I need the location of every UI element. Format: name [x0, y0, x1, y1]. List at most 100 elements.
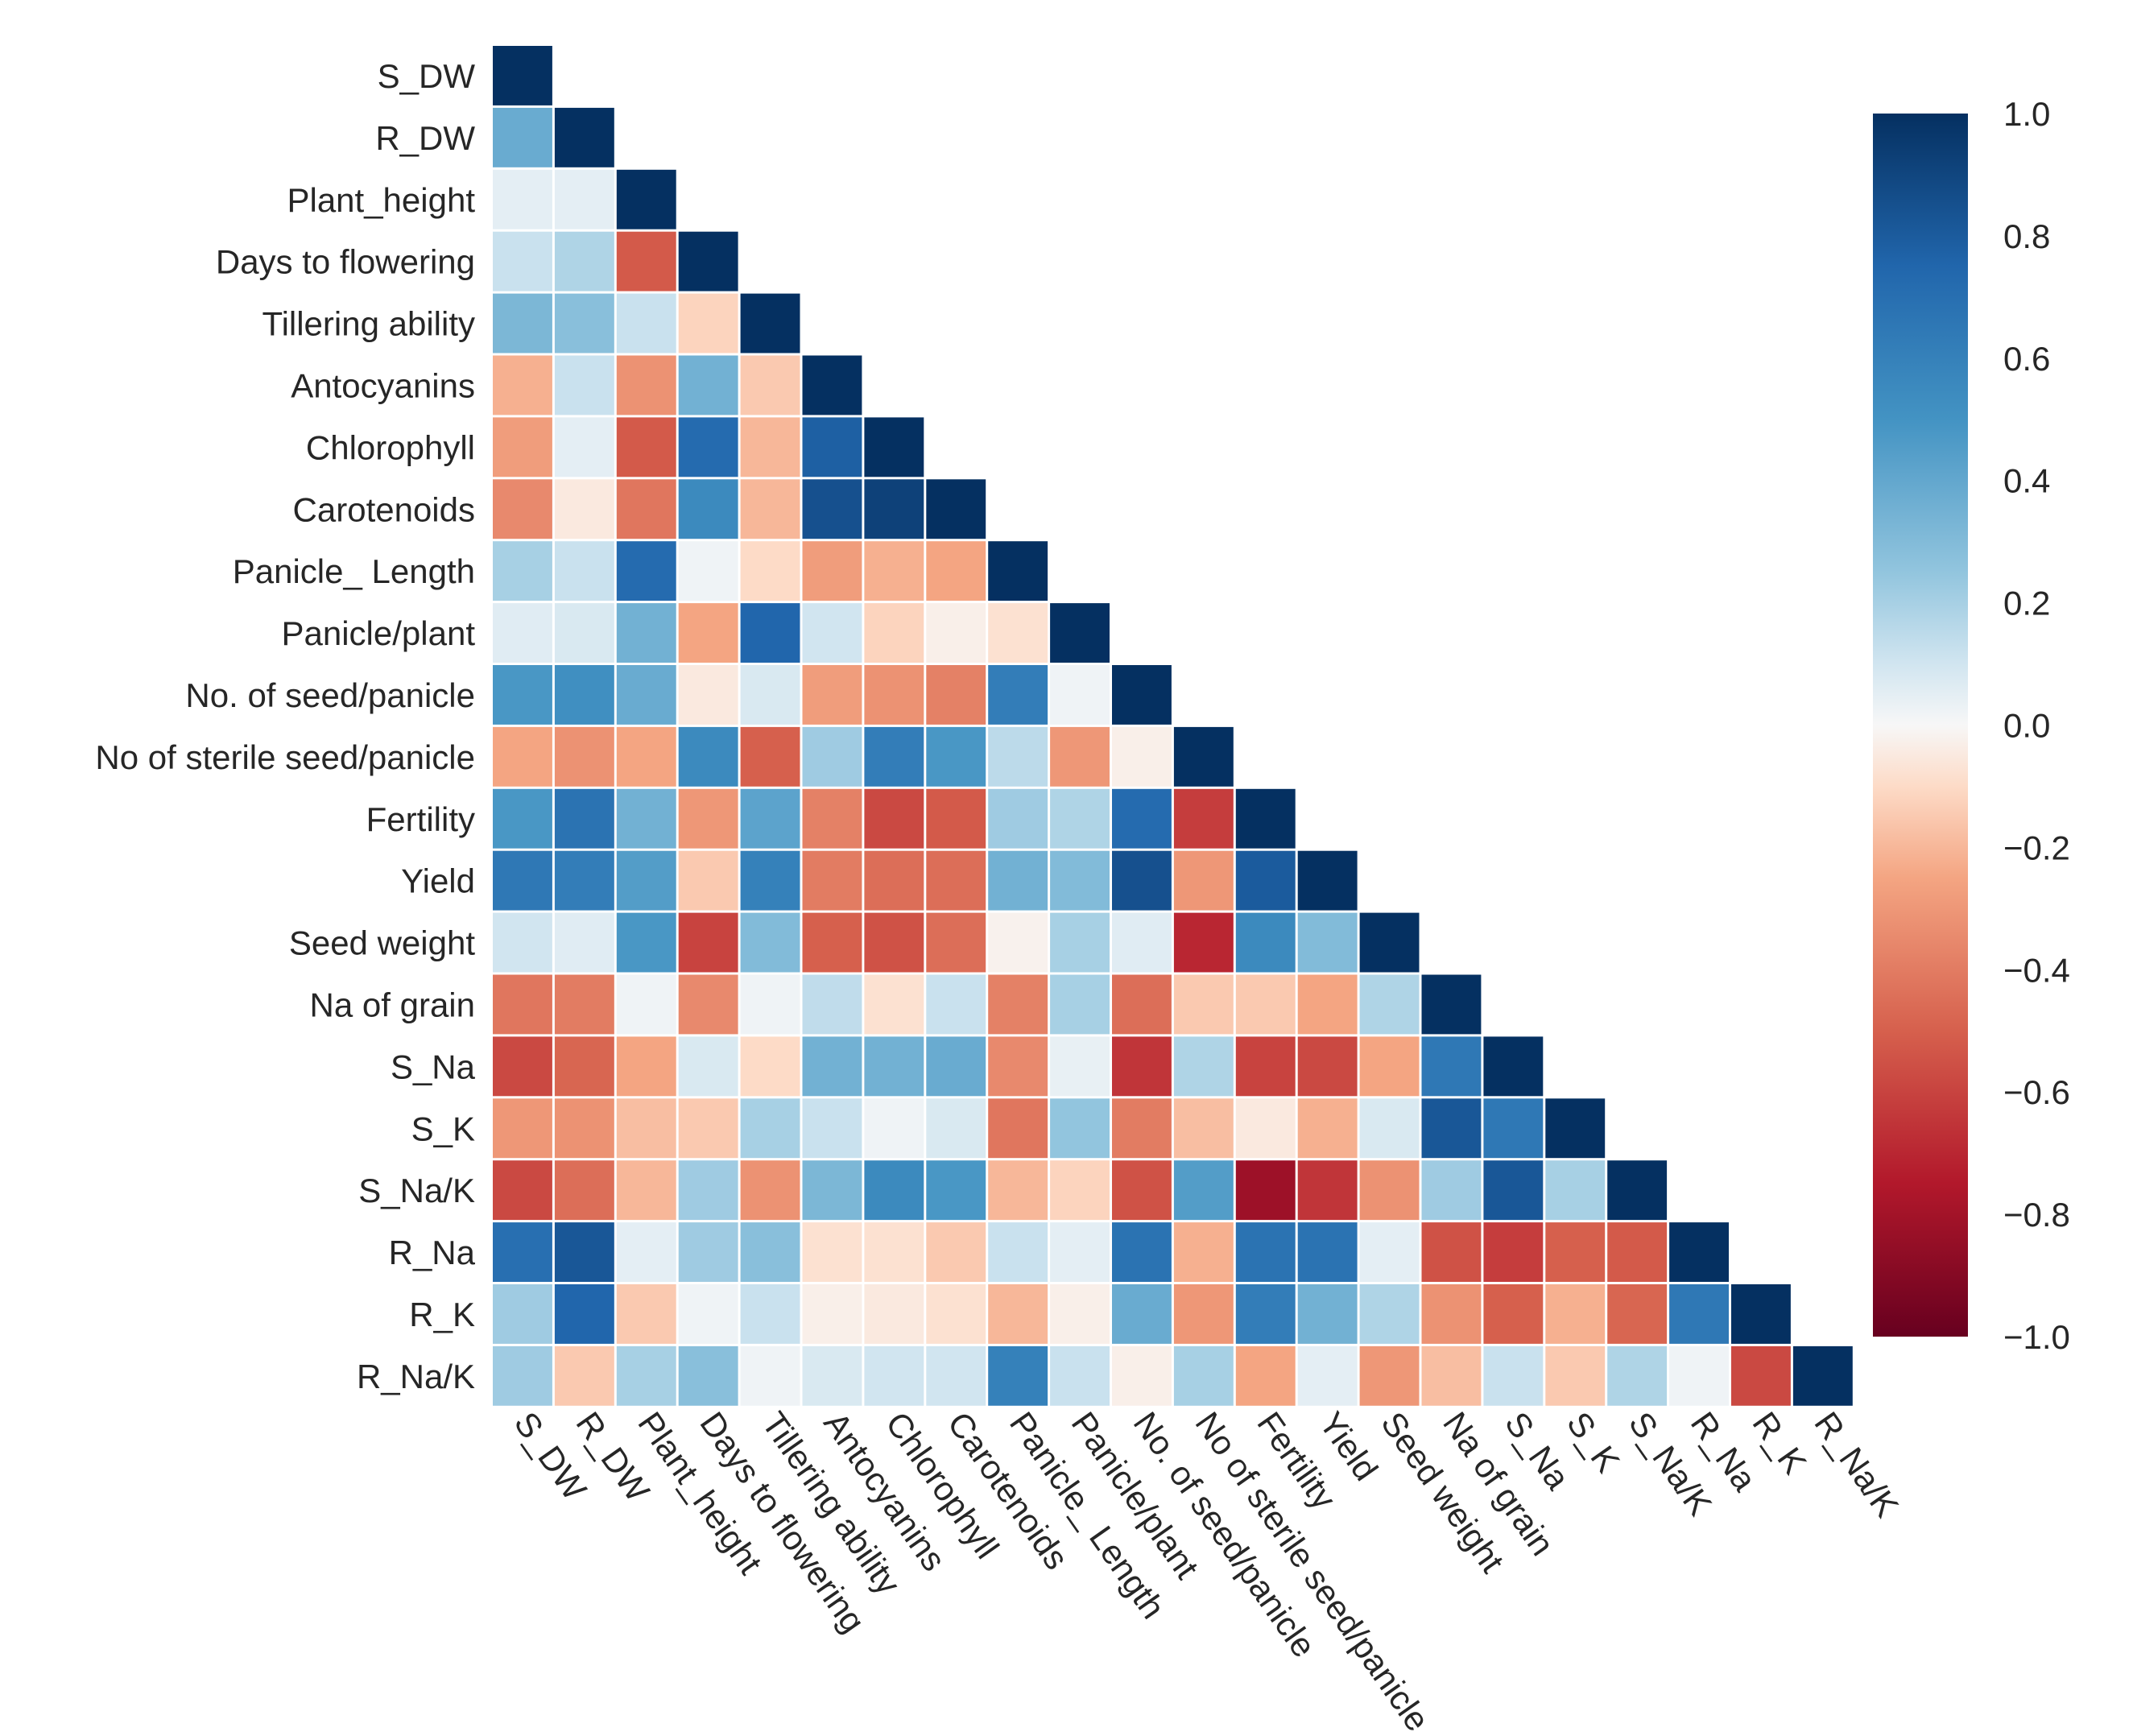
- colorbar-tick-label: 0.0: [2003, 707, 2050, 745]
- heatmap-cell: [864, 541, 924, 601]
- heatmap-cell: [1112, 850, 1172, 911]
- heatmap-cell: [1050, 1284, 1110, 1344]
- heatmap-cell: [1050, 788, 1110, 849]
- heatmap-cell: [1112, 726, 1172, 787]
- heatmap-cell: [493, 46, 552, 105]
- y-tick-label: Plant_height: [287, 181, 475, 219]
- heatmap-cell: [988, 665, 1048, 725]
- heatmap-cell: [740, 788, 800, 849]
- colorbar-tick-label: 0.2: [2003, 585, 2050, 622]
- heatmap-cell: [864, 479, 924, 539]
- heatmap-cell: [988, 726, 1048, 787]
- heatmap-cell: [554, 1284, 614, 1344]
- heatmap-cell: [864, 1098, 924, 1159]
- heatmap-cell: [1359, 1222, 1420, 1282]
- heatmap-cell: [616, 1284, 676, 1344]
- heatmap-cell: [493, 479, 552, 539]
- heatmap-cell: [926, 479, 986, 539]
- colorbar-tick-label: −0.8: [2003, 1196, 2070, 1234]
- heatmap-cell: [678, 479, 738, 539]
- heatmap-cell: [493, 665, 552, 725]
- y-tick-label: Seed weight: [289, 924, 475, 962]
- heatmap-cell: [988, 1098, 1048, 1159]
- heatmap-cell: [554, 974, 614, 1035]
- heatmap-cell: [1173, 726, 1234, 787]
- heatmap-cell: [802, 726, 862, 787]
- heatmap-cell: [1050, 1222, 1110, 1282]
- y-tick-label: Panicle/plant: [282, 614, 476, 652]
- heatmap-cell: [1050, 1160, 1110, 1221]
- heatmap-cell: [1359, 1284, 1420, 1344]
- heatmap-cell: [554, 355, 614, 415]
- y-tick-label: R_Na/K: [357, 1358, 475, 1395]
- y-tick-label: S_DW: [378, 57, 476, 95]
- heatmap-cell: [740, 1345, 800, 1406]
- heatmap-cell: [678, 1036, 738, 1097]
- heatmap-cell: [616, 974, 676, 1035]
- colorbar: 1.0 0.8 0.6 0.4 0.2 0.0 −0.2 −0.4 −0.6 −0.8 −1.0: [1873, 95, 2070, 1356]
- heatmap-cell: [1545, 1222, 1606, 1282]
- heatmap-cell: [554, 541, 614, 601]
- heatmap-cell: [678, 850, 738, 911]
- y-tick-label: R_Na: [389, 1234, 476, 1271]
- heatmap-cell: [802, 1036, 862, 1097]
- heatmap-cell: [926, 974, 986, 1035]
- colorbar-tick-label: 0.8: [2003, 217, 2050, 255]
- heatmap-cell: [1359, 1098, 1420, 1159]
- heatmap-cell: [988, 1036, 1048, 1097]
- heatmap-cell: [1112, 974, 1172, 1035]
- heatmap-cell: [802, 479, 862, 539]
- heatmap-cell: [554, 1345, 614, 1406]
- heatmap-cell: [678, 1160, 738, 1221]
- heatmap-cell: [1050, 974, 1110, 1035]
- y-tick-label: Days to flowering: [216, 243, 475, 281]
- heatmap-cell: [864, 1345, 924, 1406]
- heatmap-cell: [1235, 850, 1296, 911]
- heatmap-cell: [1235, 1345, 1296, 1406]
- heatmap-cell: [802, 788, 862, 849]
- heatmap-cell: [988, 541, 1048, 601]
- heatmap-cell: [1173, 1098, 1234, 1159]
- heatmap-cell: [1235, 974, 1296, 1035]
- heatmap-cell: [1421, 1160, 1482, 1221]
- colorbar-tick-label: 0.4: [2003, 462, 2050, 500]
- heatmap-cell: [1421, 1036, 1482, 1097]
- heatmap-cell: [802, 665, 862, 725]
- heatmap-cell: [616, 1222, 676, 1282]
- heatmap-cell: [1235, 1160, 1296, 1221]
- colorbar-gradient: [1873, 114, 1968, 1337]
- heatmap-cell: [740, 355, 800, 415]
- heatmap-cell: [1297, 974, 1358, 1035]
- heatmap-cell: [1173, 1222, 1234, 1282]
- heatmap-cell: [926, 726, 986, 787]
- heatmap-cell: [988, 850, 1048, 911]
- heatmap-cell: [1669, 1345, 1729, 1406]
- heatmap-cell: [1421, 1284, 1482, 1344]
- heatmap-cell: [493, 603, 552, 663]
- heatmap-cell: [864, 1160, 924, 1221]
- heatmap-cell: [493, 1098, 552, 1159]
- heatmap-cell: [493, 231, 552, 291]
- heatmap-cell: [1112, 1222, 1172, 1282]
- heatmap-cell: [678, 788, 738, 849]
- heatmap-cell: [1421, 1098, 1482, 1159]
- heatmap-cell: [740, 417, 800, 477]
- heatmap-cell: [740, 603, 800, 663]
- heatmap-cell: [802, 355, 862, 415]
- heatmap-cell: [1173, 912, 1234, 973]
- heatmap-cell: [554, 603, 614, 663]
- heatmap-cell: [1421, 1345, 1482, 1406]
- y-tick-label: Tillering ability: [262, 305, 475, 343]
- heatmap-cell: [1112, 1345, 1172, 1406]
- heatmap-cell: [740, 1222, 800, 1282]
- colorbar-tick-label: 1.0: [2003, 95, 2050, 133]
- heatmap-cell: [740, 1284, 800, 1344]
- heatmap-cell: [493, 541, 552, 601]
- colorbar-tick-label: −0.4: [2003, 951, 2070, 989]
- heatmap-cell: [1112, 1098, 1172, 1159]
- y-tick-label: Antocyanins: [291, 366, 475, 404]
- colorbar-tick-label: 0.6: [2003, 340, 2050, 378]
- y-tick-label: S_Na/K: [358, 1172, 475, 1209]
- heatmap-cell: [802, 541, 862, 601]
- heatmap-cell: [740, 541, 800, 601]
